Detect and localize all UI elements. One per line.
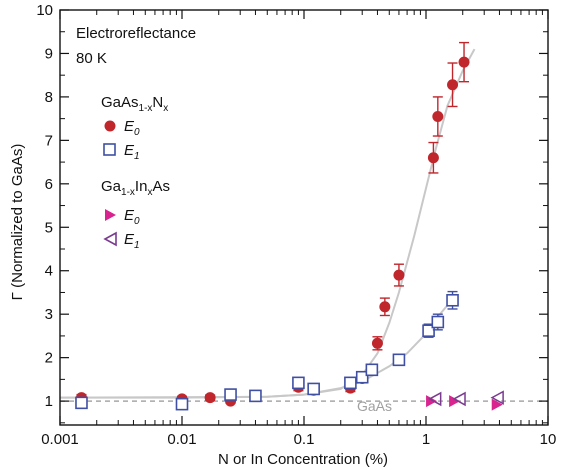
y-tick-label: 1 <box>45 393 53 410</box>
legend-gainas-e1-marker <box>103 231 117 247</box>
legend-group-gainas-b: In <box>135 178 148 195</box>
legend-group-gainas-sub1: 1-x <box>121 187 135 198</box>
legend-group-gaasn-a: GaAs <box>101 94 139 111</box>
baseline-label: GaAs <box>357 398 392 414</box>
gaasn-e1-point <box>292 376 305 390</box>
x-tick-label: 10 <box>540 431 557 448</box>
x-tick-label: 0.001 <box>41 431 79 448</box>
y-axis-label: Γ (Normalized to GaAs) <box>9 144 26 301</box>
y-tick-label: 8 <box>45 89 53 106</box>
gainas-e1-point <box>490 390 504 405</box>
gaasn-e0-point <box>393 269 405 281</box>
legend-gaasn-e0: E0 <box>104 118 140 138</box>
gaasn-e1-point <box>422 324 435 338</box>
legend-gainas-e1: E1 <box>103 231 140 251</box>
legend-gaasn-e1-marker <box>103 143 116 156</box>
gainas-e0-point <box>426 395 438 408</box>
legend-gainas-e1-sub: 1 <box>134 240 140 251</box>
x-axis-label: N or In Concentration (%) <box>218 451 388 468</box>
gaasn-e1-point <box>307 382 320 396</box>
title-line-2: 80 K <box>76 50 107 67</box>
legend-group-gaasn-sub1: 1-x <box>139 103 153 114</box>
legend-gainas-e0-label: E0 <box>124 207 140 227</box>
gaasn-e0-point <box>204 392 216 404</box>
gaasn-e1-point <box>75 396 88 410</box>
gaasn-e0-point <box>447 79 459 91</box>
gaasn-e1-point <box>431 315 445 329</box>
legend-gaasn-e1: E1 <box>103 142 140 162</box>
gaasn-e1-point <box>365 363 379 377</box>
legend-gaasn-e0-label: E0 <box>124 118 140 138</box>
gaasn-e0-point <box>427 152 439 164</box>
legend-group-gaasn: GaAs1-xNx <box>101 94 168 114</box>
legend-group-gaasn-b: N <box>152 94 163 111</box>
legend-gainas-e1-main: E <box>124 231 135 248</box>
data-layer <box>75 41 504 411</box>
x-tick-label: 0.01 <box>167 431 196 448</box>
gaasn-e1-point <box>355 370 369 384</box>
legend-gainas-e0-main: E <box>124 207 135 224</box>
y-tick-label: 4 <box>45 263 53 280</box>
legend-group-gainas: Ga1-xInxAs <box>101 178 170 198</box>
gaasn-e0-point <box>371 337 383 349</box>
y-tick-label: 7 <box>45 132 53 149</box>
y-tick-label: 2 <box>45 350 53 367</box>
gaasn-e0-point <box>458 56 470 68</box>
x-tick-label: 0.1 <box>294 431 315 448</box>
gainas-e1-point <box>452 391 466 407</box>
legend-gainas-e0-marker <box>105 209 116 221</box>
legend-gainas-e1-label: E1 <box>124 231 140 251</box>
gainas-e0-point <box>449 395 461 408</box>
legend-group-gainas-c: As <box>152 178 170 195</box>
legend-group-gaasn-sub2: x <box>163 103 168 114</box>
legend-gaasn-e1-sub: 1 <box>134 151 140 162</box>
y-tick-label: 5 <box>45 219 53 236</box>
legend-gaasn-e0-main: E <box>124 118 135 135</box>
gaasn-e1-point <box>392 353 406 367</box>
legend-gaasn-e1-main: E <box>124 142 135 159</box>
legend-gaasn-e1-label: E1 <box>124 142 140 162</box>
y-tick-label: 3 <box>45 306 53 323</box>
gainas-e0-point <box>491 398 503 411</box>
gainas-e1-point <box>428 391 442 407</box>
gaasn-e0-point <box>379 301 391 313</box>
legend-group-gainas-sub2: x <box>147 187 152 198</box>
title-line-1: Electroreflectance <box>76 25 196 42</box>
y-tick-label: 9 <box>45 45 53 62</box>
gaasn-e1-point <box>344 376 357 390</box>
legend-gainas-e0: E0 <box>105 207 140 227</box>
legend-gaasn-e0-marker <box>104 120 116 132</box>
gaasn-e1-point <box>446 293 459 307</box>
y-tick-label: 10 <box>36 2 53 19</box>
gaasn-e0-point <box>432 110 444 122</box>
x-tick-label: 1 <box>422 431 430 448</box>
legend-group-gainas-a: Ga <box>101 178 122 195</box>
gaasn-e1-point <box>249 389 262 403</box>
legend-gaasn-e0-sub: 0 <box>134 127 140 138</box>
gaasn-e1-point <box>224 388 237 401</box>
gaasn-e1-point <box>175 397 189 411</box>
legend-gainas-e0-sub: 0 <box>134 216 140 227</box>
y-tick-label: 6 <box>45 176 53 193</box>
